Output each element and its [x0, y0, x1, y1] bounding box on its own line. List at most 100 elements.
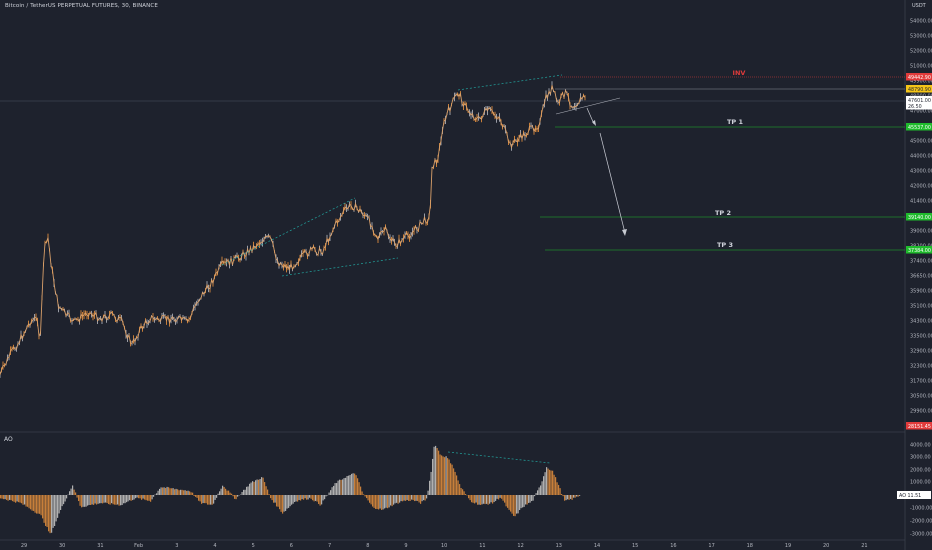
projection-arrow-2[interactable] — [599, 132, 626, 234]
ao-bar — [262, 477, 264, 495]
ao-bar — [427, 490, 429, 495]
ao-bar — [322, 495, 324, 501]
ao-bar — [574, 495, 576, 498]
ao-bar — [63, 495, 65, 505]
upper-trendline-2[interactable] — [457, 74, 563, 91]
ao-bar — [261, 477, 263, 495]
ao-bar — [408, 495, 410, 501]
ao-bar — [343, 478, 345, 495]
ao-bar — [102, 495, 104, 504]
ao-bar — [25, 495, 27, 507]
price-candles — [0, 81, 586, 378]
ao-bar — [432, 458, 434, 495]
ao-bar — [441, 455, 443, 495]
ao-bar — [172, 488, 174, 495]
ao-bar — [285, 495, 287, 511]
price-tick: 41400.00 — [910, 199, 932, 205]
price-badge: 28151.45 — [908, 424, 931, 430]
ao-tick: -1000.00 — [910, 506, 932, 512]
ao-axis[interactable]: 4000.00 3000.00 2000.00 1000.00 -1000.00 -200… — [910, 443, 932, 538]
ao-bar — [568, 495, 570, 500]
ao-bar — [232, 495, 234, 497]
ao-bar — [283, 495, 285, 512]
ao-bar — [211, 495, 213, 505]
ao-bar — [523, 495, 525, 507]
ao-bar — [30, 495, 32, 510]
price-tick: 51000.00 — [910, 64, 932, 70]
ao-bar — [196, 495, 198, 498]
ao-bar — [108, 495, 110, 505]
ao-bar — [163, 487, 165, 495]
ao-bar — [246, 486, 248, 495]
ao-bar — [121, 495, 123, 505]
ao-bar — [564, 495, 566, 501]
ao-bar — [490, 495, 492, 503]
time-tick: 6 — [290, 543, 293, 549]
ao-bar — [42, 495, 44, 519]
ao-bar — [357, 478, 359, 495]
ao-bar — [84, 495, 86, 507]
time-tick: 7 — [328, 543, 331, 549]
ao-bar — [270, 495, 272, 499]
ao-bar — [508, 495, 510, 510]
ao-bar — [571, 495, 573, 500]
ao-bar — [132, 495, 134, 501]
ao-bar — [280, 495, 282, 512]
price-badge-bg — [906, 85, 932, 93]
ao-bar — [174, 489, 176, 495]
ao-bar — [127, 495, 129, 502]
price-badge: 48790.90 — [908, 87, 931, 93]
ao-bar — [292, 495, 294, 504]
ao-bar — [277, 495, 279, 507]
ao-bar — [535, 493, 537, 495]
ao-bar — [256, 479, 258, 495]
price-tick: 39000.00 — [910, 229, 932, 235]
ao-trendline[interactable] — [447, 451, 551, 464]
ao-bar — [61, 495, 63, 507]
ao-bar — [364, 495, 366, 497]
upper-trendline-1[interactable] — [221, 197, 356, 266]
wedge-line[interactable] — [555, 97, 621, 115]
ao-bar — [289, 495, 291, 507]
ao-bar — [400, 495, 402, 502]
price-badge-bg — [906, 123, 932, 131]
ao-bar — [397, 495, 399, 504]
ao-tick: -2000.00 — [910, 519, 932, 525]
ao-bar — [531, 495, 533, 502]
ao-bar — [9, 495, 11, 500]
ao-bar — [129, 495, 131, 501]
ao-bar — [106, 495, 108, 504]
ao-bar — [321, 495, 323, 505]
price-badge: 39140.00 — [908, 215, 931, 221]
ao-bar — [331, 487, 333, 495]
ao-histogram — [0, 445, 581, 534]
ao-bar — [471, 495, 473, 503]
ao-bar — [72, 485, 74, 495]
time-tick: 14 — [594, 543, 600, 549]
ao-bar — [393, 495, 395, 505]
projection-arrow-1[interactable] — [586, 107, 595, 125]
ao-bar — [352, 473, 354, 495]
ao-bar — [448, 459, 450, 495]
ao-bar — [418, 495, 420, 503]
ao-bar — [22, 495, 24, 505]
price-tick: 54000.00 — [910, 19, 932, 25]
ao-bar — [579, 495, 581, 496]
time-axis[interactable]: 29 30 31 Feb 3 4 5 6 7 8 9 10 11 12 13 14 15 16 17 18 19 20 21 — [21, 543, 868, 549]
price-tick: 42000.00 — [910, 184, 932, 190]
ao-bar — [367, 495, 369, 501]
ao-bar — [76, 495, 78, 498]
ao-bar — [135, 495, 137, 499]
ao-bar — [511, 495, 513, 514]
ao-bar — [501, 495, 503, 499]
ao-bar — [507, 495, 509, 508]
ao-bar — [297, 495, 299, 502]
ao-bar — [396, 495, 398, 503]
lower-trendline-1[interactable] — [281, 257, 399, 277]
ao-bar — [442, 456, 444, 495]
ao-indicator-label[interactable]: AO — [4, 436, 13, 443]
ao-bar — [252, 481, 254, 495]
